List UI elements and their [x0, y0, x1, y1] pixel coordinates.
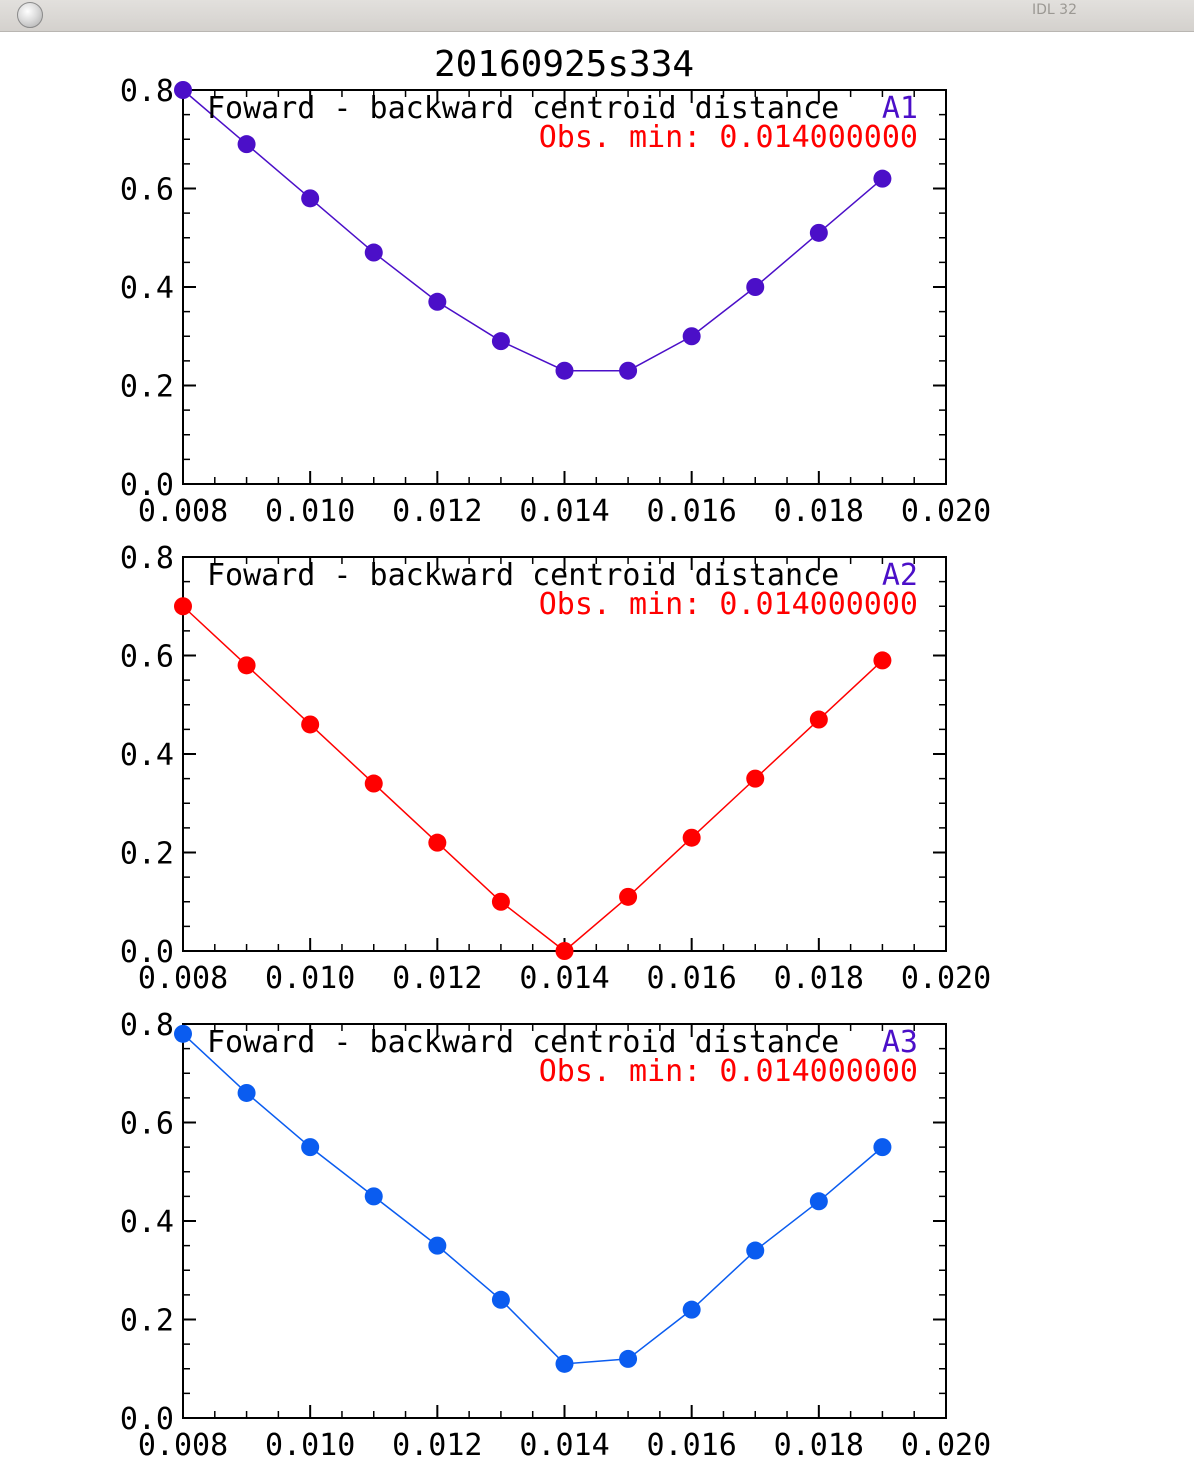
chart-panel-a1: 0.008 0.010 0.012 0.014 0.016 0.018 0.020 0.0 0.… — [120, 74, 991, 529]
y-tick-label: 0.8 — [120, 541, 174, 576]
data-point — [682, 1300, 701, 1319]
y-tick-label: 0.0 — [120, 468, 174, 503]
x-tick-label: 0.012 — [392, 1428, 482, 1463]
x-tick-label: 0.016 — [647, 1428, 737, 1463]
x-tick-label: 0.014 — [519, 494, 609, 529]
x-tick-label: 0.010 — [265, 1428, 355, 1463]
data-point — [809, 710, 828, 729]
obs-min-annotation: Obs. min: 0.014000000 — [539, 587, 918, 622]
x-tick-label: 0.020 — [901, 961, 991, 996]
chart-panel-a3: 0.008 0.010 0.012 0.014 0.016 0.018 0.020 0.0 0.… — [120, 1008, 991, 1463]
data-point — [428, 1236, 447, 1255]
data-point — [682, 828, 701, 847]
x-tick-label: 0.014 — [519, 961, 609, 996]
data-point — [428, 833, 447, 852]
data-point — [555, 942, 574, 960]
x-tick-label: 0.016 — [647, 494, 737, 529]
x-tick-label: 0.020 — [901, 1428, 991, 1463]
y-tick-label: 0.0 — [120, 1402, 174, 1437]
data-point — [364, 243, 383, 262]
data-point — [491, 332, 510, 351]
data-point — [619, 361, 638, 380]
figure-title: 20160925s334 — [434, 44, 694, 85]
data-point — [174, 1024, 192, 1043]
x-tick-label: 0.012 — [392, 961, 482, 996]
y-tick-label: 0.2 — [120, 370, 174, 405]
series-label: A3 — [882, 1025, 918, 1060]
x-tick-label: 0.008 — [138, 961, 228, 996]
series-label: A1 — [882, 91, 918, 126]
data-point — [873, 1138, 892, 1157]
data-point — [555, 361, 574, 380]
window-titlebar: IDL 32 — [0, 0, 1194, 32]
x-tick-label: 0.020 — [901, 494, 991, 529]
data-point — [237, 656, 256, 675]
x-tick-label: 0.018 — [774, 961, 864, 996]
series-label: A2 — [882, 558, 918, 593]
x-tick-label: 0.010 — [265, 961, 355, 996]
data-point — [174, 597, 192, 616]
y-tick-label: 0.6 — [120, 1107, 174, 1142]
data-point — [174, 81, 192, 99]
data-point — [428, 292, 447, 311]
x-tick-label: 0.018 — [774, 494, 864, 529]
x-tick-label: 0.008 — [138, 494, 228, 529]
x-tick-label: 0.012 — [392, 494, 482, 529]
y-tick-label: 0.4 — [120, 738, 174, 773]
series-line-a3 — [182, 1033, 883, 1365]
x-tick-label: 0.014 — [519, 1428, 609, 1463]
x-tick-label: 0.008 — [138, 1428, 228, 1463]
data-point — [873, 169, 892, 188]
y-tick-label: 0.0 — [120, 935, 174, 970]
y-tick-label: 0.4 — [120, 1205, 174, 1240]
data-point — [746, 278, 765, 296]
data-point — [682, 327, 701, 346]
data-point — [237, 1083, 256, 1102]
series-line-a2 — [182, 605, 883, 952]
data-point — [301, 189, 320, 208]
y-tick-label: 0.4 — [120, 271, 174, 306]
data-point — [301, 1138, 320, 1157]
data-point — [491, 1290, 510, 1309]
data-point — [619, 887, 638, 906]
y-tick-label: 0.2 — [120, 1304, 174, 1339]
data-point — [746, 1241, 765, 1260]
plot-panels: 0.008 0.010 0.012 0.014 0.016 0.018 0.0200.00.… — [120, 74, 991, 1463]
window-close-circle-icon[interactable] — [17, 2, 43, 28]
obs-min-annotation: Obs. min: 0.014000000 — [539, 1054, 918, 1089]
y-tick-label: 0.2 — [120, 837, 174, 872]
data-point — [619, 1349, 638, 1368]
x-tick-label: 0.010 — [265, 494, 355, 529]
y-tick-label: 0.8 — [120, 1008, 174, 1043]
obs-min-annotation: Obs. min: 0.014000000 — [539, 120, 918, 155]
data-point — [809, 1192, 828, 1211]
data-point — [873, 651, 892, 670]
window-title: IDL 32 — [1032, 2, 1077, 18]
data-point — [237, 135, 256, 154]
data-point — [809, 223, 828, 242]
data-point — [301, 715, 320, 734]
panel-title: Foward - backward centroid distance — [207, 558, 839, 593]
data-point — [555, 1354, 574, 1373]
panel-title: Foward - backward centroid distance — [207, 1025, 839, 1060]
series-line-a1 — [182, 89, 883, 372]
data-point — [491, 892, 510, 911]
plot-figure: 20160925s334 0.008 0.010 0.012 0.014 0.016 0.… — [120, 44, 991, 1463]
y-tick-label: 0.6 — [120, 640, 174, 675]
y-tick-label: 0.8 — [120, 74, 174, 109]
data-point — [364, 774, 383, 793]
data-point — [364, 1187, 383, 1206]
data-point — [746, 769, 765, 788]
panel-title: Foward - backward centroid distance — [207, 91, 839, 126]
y-tick-label: 0.6 — [120, 173, 174, 208]
x-tick-label: 0.016 — [647, 961, 737, 996]
chart-panel-a2: 0.008 0.010 0.012 0.014 0.016 0.018 0.020 0.0 0.… — [120, 541, 991, 996]
x-tick-label: 0.018 — [774, 1428, 864, 1463]
